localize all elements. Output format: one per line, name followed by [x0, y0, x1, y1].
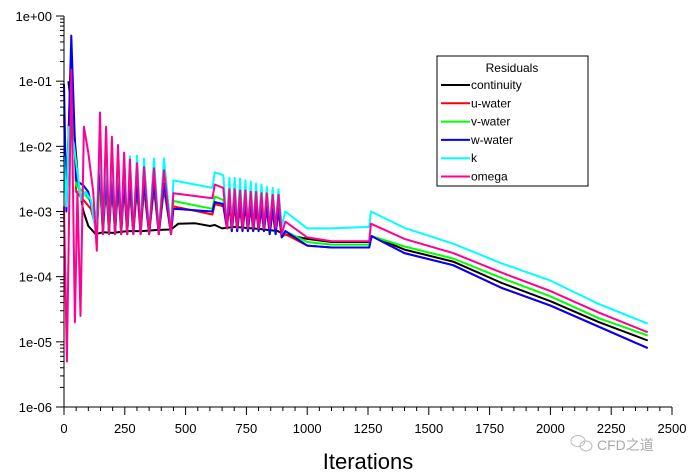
legend-label-omega: omega	[471, 170, 508, 184]
x-tick-label: 250	[114, 421, 136, 436]
x-tick-label: 0	[60, 421, 67, 436]
legend-label-w-water: w-water	[470, 133, 513, 147]
x-tick-label: 1750	[475, 421, 504, 436]
plot-lines	[63, 34, 649, 363]
x-tick-label: 1000	[293, 421, 322, 436]
y-tick-label: 1e+00	[15, 9, 52, 24]
legend: Residuals continuity u-water v-water w-wate…	[436, 55, 589, 187]
x-tick-label: 2250	[597, 421, 626, 436]
legend-label-v-water: v-water	[471, 115, 510, 129]
legend-title: Residuals	[486, 61, 539, 75]
legend-label-u-water: u-water	[471, 96, 511, 110]
y-tick-label: 1e-05	[19, 335, 52, 350]
watermark: CFD之道	[570, 435, 654, 453]
y-tick-label: 1e-04	[19, 270, 52, 285]
y-tick-label: 1e-06	[19, 400, 52, 415]
legend-label-k: k	[471, 151, 478, 165]
watermark-text: CFD之道	[597, 437, 654, 453]
y-tick-label: 1e-03	[19, 205, 52, 220]
x-tick-label: 1500	[414, 421, 443, 436]
y-tick-label: 1e-02	[19, 139, 52, 154]
x-tick-label: 1250	[354, 421, 383, 436]
legend-label-continuity: continuity	[471, 78, 522, 92]
series-line-omega	[63, 68, 649, 363]
y-tick-label: 1e-01	[19, 74, 52, 89]
wechat-icon	[570, 435, 593, 452]
x-tick-label: 500	[175, 421, 197, 436]
x-tick-label: 2500	[658, 421, 687, 436]
x-axis-label: Iterations	[323, 449, 414, 474]
x-tick-label: 750	[236, 421, 258, 436]
x-tick-label: 2000	[536, 421, 565, 436]
axes: 1e+00 1e-01 1e-02 1e-03 1e-04 1e-05 1e-06 0 250 5…	[15, 9, 686, 436]
